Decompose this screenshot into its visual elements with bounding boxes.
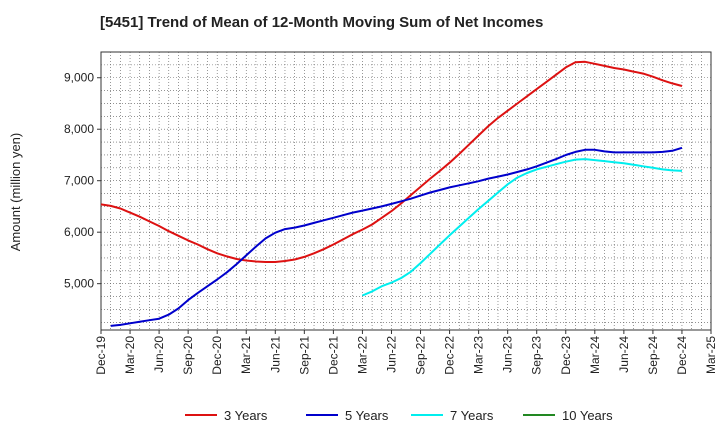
x-tick-label: Mar-24	[588, 336, 602, 374]
series-line-5-years	[110, 146, 683, 327]
x-tick-label: Dec-23	[559, 336, 573, 375]
legend: 3 Years 5 Years 7 Years 10 Years	[185, 408, 613, 423]
plot-frame	[100, 51, 712, 331]
series-lines	[100, 60, 683, 327]
x-tick-label: Dec-21	[326, 336, 340, 375]
y-tick-label: 8,000	[64, 122, 94, 136]
x-tick-label: Jun-20	[152, 336, 166, 373]
legend-label: 10 Years	[562, 408, 613, 423]
x-tick-label: Mar-23	[472, 336, 486, 374]
legend-label: 3 Years	[224, 408, 268, 423]
legend-label: 7 Years	[450, 408, 494, 423]
x-tick-label: Sep-24	[646, 336, 660, 375]
legend-label: 5 Years	[345, 408, 389, 423]
plot-area	[100, 51, 712, 331]
x-tick-label: Dec-24	[675, 336, 689, 375]
y-axis-title: Amount (million yen)	[8, 133, 23, 252]
x-tick-label: Jun-23	[501, 336, 515, 373]
x-axis: Dec-19 Mar-20 Jun-20 Sep-20 Dec-20 Mar-21 Jun-…	[94, 330, 718, 375]
x-tick-label: Mar-22	[355, 336, 369, 374]
y-tick-label: 9,000	[64, 71, 94, 85]
x-tick-label: Sep-22	[414, 336, 428, 375]
x-tick-label: Mar-25	[704, 336, 718, 374]
x-tick-label: Sep-20	[181, 336, 195, 375]
y-tick-label: 6,000	[64, 225, 94, 239]
x-tick-label: Sep-21	[297, 336, 311, 375]
chart-title: [5451] Trend of Mean of 12-Month Moving …	[100, 14, 544, 31]
y-tick-label: 7,000	[64, 174, 94, 188]
x-tick-label: Dec-22	[443, 336, 457, 375]
x-tick-label: Jun-22	[384, 336, 398, 373]
x-tick-label: Mar-21	[239, 336, 253, 374]
series-line-7-years	[362, 158, 683, 297]
x-tick-label: Dec-19	[94, 336, 108, 375]
series-line-3-years	[100, 60, 683, 263]
x-tick-label: Sep-23	[530, 336, 544, 375]
x-tick-label: Mar-20	[123, 336, 137, 374]
x-tick-label: Jun-24	[617, 336, 631, 373]
y-axis: 5,000 6,000 7,000 8,000 9,000	[64, 71, 101, 291]
x-tick-label: Jun-21	[268, 336, 282, 373]
y-tick-label: 5,000	[64, 277, 94, 291]
x-tick-label: Dec-20	[210, 336, 224, 375]
